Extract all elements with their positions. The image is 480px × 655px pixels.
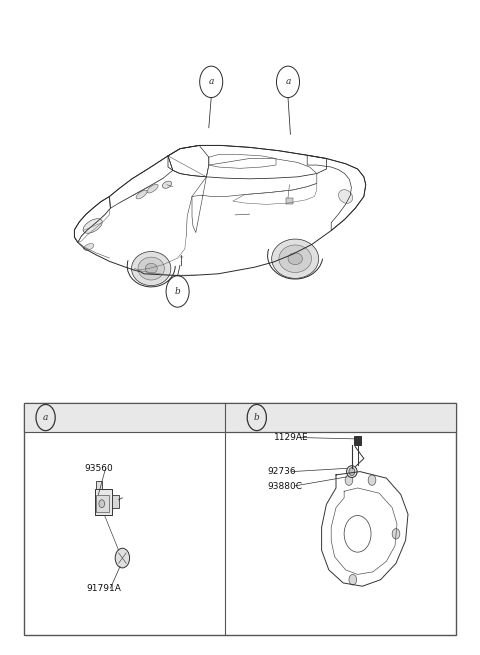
Text: 93880C: 93880C [268, 481, 303, 491]
Circle shape [368, 475, 376, 485]
Ellipse shape [288, 253, 302, 265]
Bar [354, 436, 361, 445]
Ellipse shape [138, 257, 164, 280]
Text: 92736: 92736 [268, 467, 297, 476]
Ellipse shape [145, 263, 157, 274]
Ellipse shape [338, 190, 353, 203]
Ellipse shape [136, 190, 147, 199]
Text: a: a [208, 77, 214, 86]
Circle shape [344, 515, 371, 552]
Ellipse shape [347, 466, 357, 477]
Ellipse shape [83, 219, 102, 233]
Circle shape [349, 574, 357, 585]
Bar [112, 495, 119, 508]
Ellipse shape [162, 181, 172, 188]
Text: 1129AE: 1129AE [274, 433, 308, 442]
Text: a: a [285, 77, 291, 86]
Bar [95, 489, 112, 515]
Bar [24, 403, 456, 432]
Ellipse shape [272, 239, 319, 278]
Text: b: b [175, 287, 180, 296]
Ellipse shape [279, 245, 312, 272]
Circle shape [115, 548, 130, 568]
Bar [96, 495, 109, 512]
Circle shape [99, 500, 105, 508]
Text: 93560: 93560 [84, 464, 113, 473]
Ellipse shape [84, 244, 94, 250]
Ellipse shape [147, 184, 158, 193]
Text: b: b [254, 413, 260, 422]
FancyBboxPatch shape [24, 403, 456, 635]
Ellipse shape [132, 252, 171, 286]
Circle shape [349, 468, 355, 476]
Text: 91791A: 91791A [86, 584, 121, 593]
Bar [286, 198, 293, 204]
Text: a: a [43, 413, 48, 422]
Circle shape [392, 529, 400, 539]
Bar [96, 481, 102, 489]
Circle shape [345, 475, 353, 485]
